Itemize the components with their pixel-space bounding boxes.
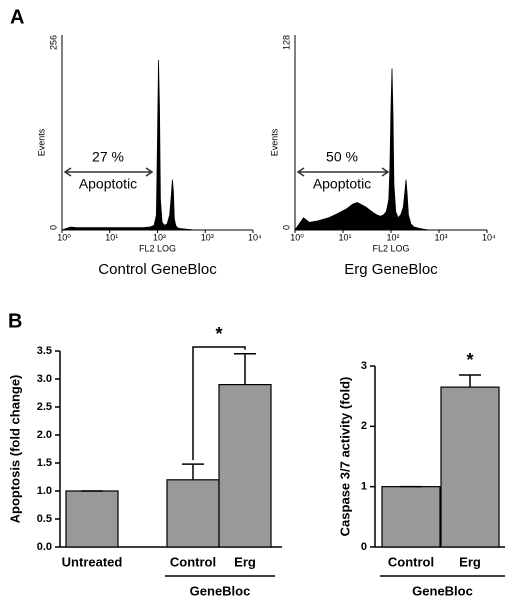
- x-tick-label: Untreated: [62, 554, 123, 569]
- y-tick-label: 3.5: [37, 345, 52, 357]
- histogram: [294, 68, 429, 231]
- y-axis-label: Events: [269, 128, 279, 156]
- arrow: [63, 167, 154, 177]
- y-tick-label: 0.0: [37, 541, 52, 553]
- caption: Erg GeneBloc: [344, 261, 438, 278]
- x-tick-label: 10³: [201, 232, 214, 242]
- x-tick-label: Control: [388, 554, 434, 569]
- bar: [381, 486, 441, 548]
- panel-label: B: [8, 310, 22, 332]
- error-bar: [182, 463, 204, 480]
- x-tick-label: Erg: [234, 554, 256, 569]
- y-tick-label: 0.5: [37, 513, 52, 525]
- bar: [65, 490, 119, 548]
- bar: [218, 384, 272, 548]
- x-tick-label: 10⁰: [57, 232, 71, 242]
- y-tick-label: 1.0: [37, 485, 52, 497]
- y-tick-label: 1.5: [37, 457, 52, 469]
- x-tick-label: 10⁴: [248, 232, 262, 242]
- y-tick-label: 3: [361, 360, 367, 372]
- y-tick-label: 2.0: [37, 429, 52, 441]
- y-tick-label: 0: [48, 225, 58, 230]
- y-axis-label: Caspase 3/7 activity (fold): [337, 377, 352, 537]
- significance-star: *: [215, 324, 222, 344]
- annotation: Apoptotic: [313, 176, 371, 192]
- x-tick-label: Erg: [459, 554, 481, 569]
- x-tick-label: 10⁰: [290, 232, 304, 242]
- panel-label: A: [10, 6, 24, 28]
- annotation: 27 %: [92, 149, 124, 165]
- y-tick-label: 2: [361, 420, 367, 432]
- arrow: [296, 167, 390, 177]
- x-tick-label: 10²: [386, 232, 399, 242]
- bar: [166, 479, 220, 548]
- y-tick-label: 1: [361, 481, 367, 493]
- x-tick-label: 10⁴: [482, 232, 496, 242]
- error-bar: [459, 374, 481, 388]
- group-label: GeneBloc: [190, 583, 251, 598]
- significance-bracket: [192, 346, 246, 461]
- y-axis-label: Apoptosis (fold change): [7, 375, 22, 524]
- y-tick-label: 128: [281, 35, 291, 50]
- x-axis-label: FL2 LOG: [139, 243, 176, 253]
- y-axis-label: Events: [36, 128, 46, 156]
- y-tick-label: 2.5: [37, 401, 52, 413]
- x-tick-label: 10²: [153, 232, 166, 242]
- x-axis-label: FL2 LOG: [372, 243, 409, 253]
- bar: [440, 386, 500, 548]
- y-tick-label: 256: [48, 35, 58, 50]
- x-tick-label: 10³: [434, 232, 447, 242]
- x-tick-label: Control: [170, 554, 216, 569]
- histogram: [61, 60, 195, 231]
- x-tick-label: 10¹: [105, 232, 118, 242]
- significance-star: *: [466, 350, 473, 370]
- y-tick-label: 0: [361, 541, 367, 553]
- annotation: Apoptotic: [79, 176, 137, 192]
- y-tick-label: 0: [281, 225, 291, 230]
- caption: Control GeneBloc: [98, 261, 217, 278]
- x-tick-label: 10¹: [338, 232, 351, 242]
- group-label: GeneBloc: [412, 583, 473, 598]
- y-tick-label: 3.0: [37, 373, 52, 385]
- error-bar: [234, 353, 256, 385]
- annotation: 50 %: [326, 149, 358, 165]
